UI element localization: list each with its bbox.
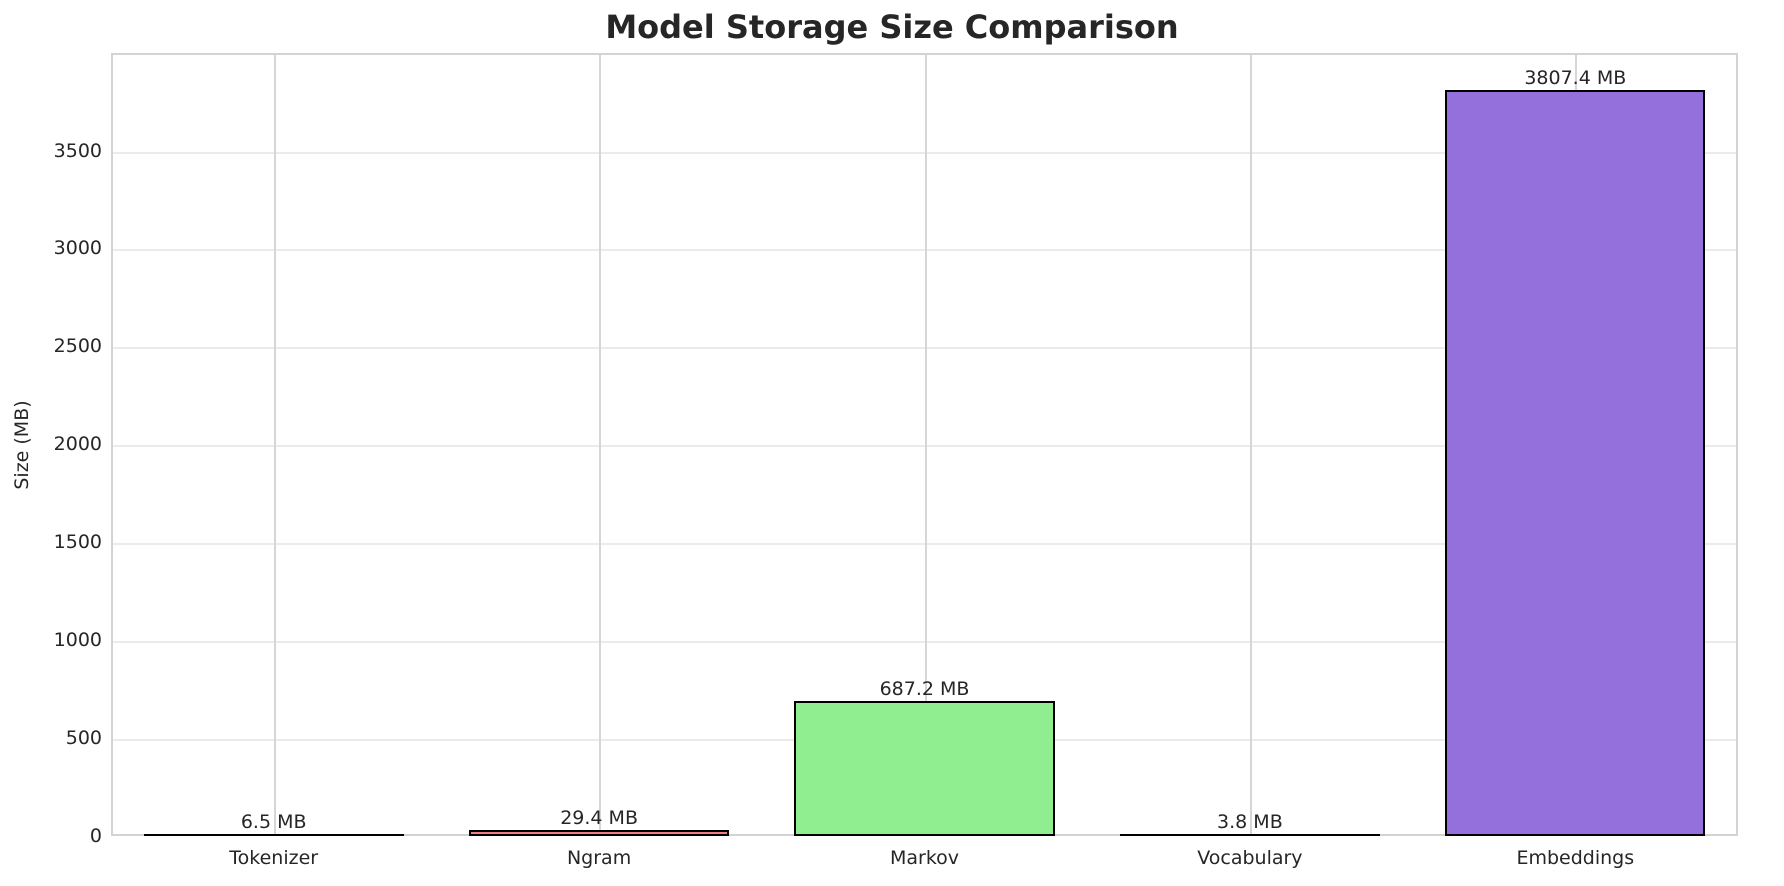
bar-value-label: 6.5 MB [240, 811, 307, 833]
x-gridline [273, 55, 276, 834]
y-tick-label: 3000 [53, 237, 102, 260]
bar-vocabulary [1119, 834, 1381, 836]
y-tick-label: 2500 [53, 335, 102, 358]
y-tick-label: 2000 [53, 433, 102, 456]
x-tick-label: Markov [889, 847, 960, 869]
chart-title: Model Storage Size Comparison [605, 8, 1179, 46]
bar-markov [794, 701, 1055, 836]
x-tick-label: Tokenizer [229, 847, 319, 869]
x-tick-label: Vocabulary [1197, 847, 1303, 869]
y-tick-label: 3500 [53, 139, 102, 162]
bar-value-label: 3807.4 MB [1524, 67, 1627, 90]
bar-tokenizer [143, 834, 404, 836]
x-gridline [924, 55, 927, 834]
y-axis-label: Size (MB) [11, 400, 33, 490]
bar-embeddings [1445, 90, 1706, 836]
y-tick-label: 0 [89, 825, 102, 847]
x-gridline [599, 55, 602, 834]
x-gridline [1249, 55, 1252, 834]
x-tick-label: Ngram [566, 847, 632, 869]
y-tick-label: 1500 [53, 531, 102, 554]
x-tick-label: Embeddings [1516, 847, 1635, 869]
bar-value-label: 687.2 MB [879, 678, 970, 701]
bar-value-label: 29.4 MB [560, 807, 638, 830]
y-tick-label: 1000 [53, 629, 102, 652]
bar-ngram [468, 830, 730, 836]
y-tick-label: 500 [65, 727, 102, 750]
bar-value-label: 3.8 MB [1217, 811, 1283, 833]
